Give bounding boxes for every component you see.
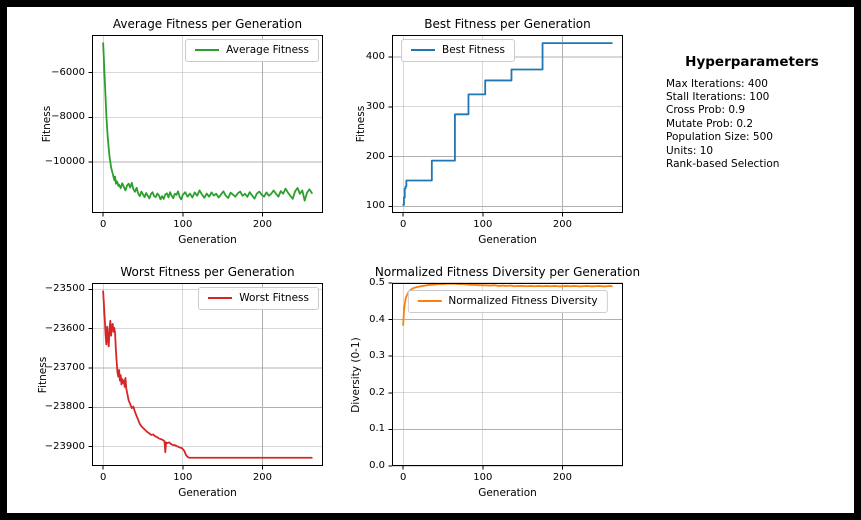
x-tick-label: 0	[99, 219, 107, 230]
y-tick-label: 0.4	[369, 313, 385, 325]
x-axis-label: Generation	[478, 234, 537, 246]
data-line	[102, 290, 313, 459]
chart-title: Best Fitness per Generation	[424, 17, 591, 31]
y-tick-label: −23900	[44, 440, 85, 452]
y-axis-label: Diversity (0-1)	[349, 336, 362, 413]
x-tick-label: 200	[252, 472, 272, 483]
y-tick-label: 300	[365, 100, 385, 112]
x-tick-label: 100	[173, 472, 193, 483]
x-axis-label: Generation	[478, 487, 537, 499]
legend-line-sample	[208, 297, 233, 300]
plot-area	[88, 35, 323, 217]
y-tick-label: 0.0	[369, 460, 385, 471]
legend: Worst Fitness	[198, 287, 319, 310]
y-tick-label: −8000	[51, 111, 85, 123]
legend-label: Best Fitness	[442, 44, 505, 56]
y-tick-label: 0.1	[369, 423, 385, 435]
y-tick-label: 0.5	[369, 277, 385, 288]
legend-label: Average Fitness	[226, 44, 309, 56]
legend: Average Fitness	[185, 39, 319, 62]
y-axis-label: Fitness	[354, 105, 367, 143]
best-fitness-chart: Best Fitness per Generation Fitness Gene…	[355, 18, 623, 245]
hyperparameter-units: Units: 10	[666, 144, 714, 157]
plot-area	[88, 283, 323, 470]
x-tick-label: 100	[173, 219, 193, 230]
hyperparameter-selection: Rank-based Selection	[666, 157, 780, 170]
y-tick-label: 0.3	[369, 350, 385, 362]
legend-label: Worst Fitness	[239, 292, 309, 304]
figure-canvas	[7, 7, 854, 513]
y-tick-label: 0.2	[369, 386, 385, 398]
axes-spines	[392, 283, 623, 466]
legend-line-sample	[411, 49, 435, 52]
y-tick-label: 100	[365, 200, 385, 212]
hyperparameter-cross-prob: Cross Prob: 0.9	[666, 104, 746, 117]
legend-line-sample	[417, 300, 442, 303]
x-tick-label: 200	[552, 472, 572, 483]
hyperparameter-mutate-prob: Mutate Prob: 0.2	[666, 117, 754, 130]
y-tick-label: −23600	[44, 322, 85, 334]
worst-fitness-chart: Worst Fitness per Generation Fitness Gen…	[37, 266, 323, 498]
y-tick-label: −23500	[44, 283, 85, 295]
legend: Normalized Fitness Diversity	[407, 290, 608, 313]
x-axis-label: Generation	[178, 487, 237, 499]
axes-spines	[92, 35, 323, 213]
x-tick-label: 200	[552, 219, 572, 230]
legend-line-sample	[195, 49, 220, 52]
hyperparameters-panel: Hyperparameters Max Iterations: 400 Stal…	[666, 54, 838, 171]
data-line	[402, 282, 613, 326]
data-line	[402, 42, 613, 206]
axes-spines	[392, 35, 623, 213]
y-tick-label: −23800	[44, 401, 85, 413]
legend-label: Normalized Fitness Diversity	[448, 295, 598, 307]
x-tick-label: 200	[252, 219, 272, 230]
hyperparameter-max-iterations: Max Iterations: 400	[666, 77, 768, 90]
x-tick-label: 0	[399, 219, 407, 230]
average-fitness-chart: Average Fitness per Generation Fitness G…	[41, 18, 323, 245]
axes-spines	[92, 283, 323, 466]
hyperparameter-population-size: Population Size: 500	[666, 131, 773, 144]
plot-area	[388, 35, 623, 217]
data-line	[102, 42, 313, 202]
x-tick-label: 0	[99, 472, 107, 483]
y-tick-label: 400	[365, 51, 385, 63]
x-tick-label: 100	[473, 472, 493, 483]
hyperparameter-stall-iterations: Stall Iterations: 100	[666, 90, 770, 103]
y-tick-label: −23700	[44, 362, 85, 373]
hyperparameters-title: Hyperparameters	[685, 54, 819, 70]
chart-title: Normalized Fitness Diversity per Generat…	[374, 265, 641, 279]
x-tick-label: 0	[399, 472, 407, 483]
chart-title: Worst Fitness per Generation	[120, 265, 295, 279]
x-axis-label: Generation	[178, 234, 237, 246]
x-tick-label: 100	[473, 219, 493, 230]
y-tick-label: −10000	[44, 155, 85, 167]
y-tick-label: 200	[365, 150, 385, 162]
chart-title: Average Fitness per Generation	[112, 17, 303, 31]
plot-area	[388, 282, 623, 470]
legend: Best Fitness	[401, 39, 515, 62]
y-tick-label: −6000	[51, 66, 85, 78]
diversity-chart: Normalized Fitness Diversity per Generat…	[350, 266, 640, 498]
